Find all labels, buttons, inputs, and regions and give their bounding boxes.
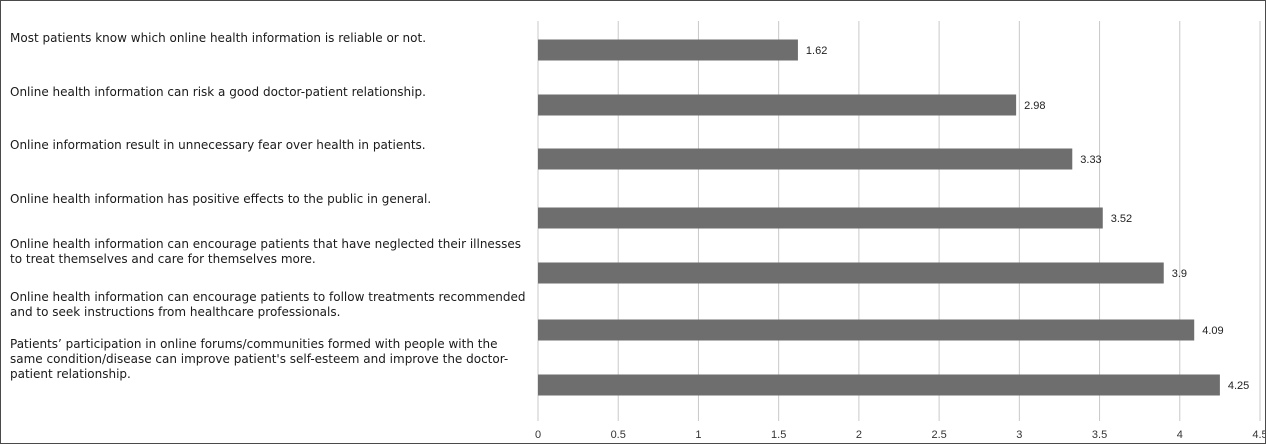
- category-label: Online health information can risk a goo…: [10, 85, 426, 99]
- x-tick-label: 2.5: [931, 429, 946, 441]
- category-label: Online health information can encourage …: [10, 290, 526, 319]
- bar: [538, 39, 798, 61]
- bar: [538, 207, 1103, 229]
- x-tick-label: 3.5: [1092, 429, 1107, 441]
- value-label: 3.52: [1111, 213, 1132, 225]
- bar: [538, 374, 1220, 396]
- x-tick-label: 3: [1016, 429, 1022, 441]
- category-label: Online health information has positive e…: [10, 192, 432, 206]
- value-label: 4.25: [1228, 380, 1249, 392]
- value-label: 2.98: [1024, 100, 1045, 112]
- x-tick-label: 4: [1177, 429, 1183, 441]
- category-label: Online information result in unnecessary…: [10, 138, 426, 152]
- category-label: Online health information can encourage …: [10, 237, 521, 266]
- x-tick-label: 0: [535, 429, 541, 441]
- bar: [538, 148, 1073, 170]
- bar: [538, 319, 1195, 341]
- bar: [538, 94, 1017, 116]
- x-tick-label: 1.5: [771, 429, 786, 441]
- value-label: 4.09: [1202, 325, 1223, 337]
- value-label: 1.62: [806, 45, 827, 57]
- value-label: 3.33: [1080, 154, 1101, 166]
- x-tick-label: 0.5: [611, 429, 626, 441]
- value-label: 3.9: [1172, 268, 1187, 280]
- category-label: Most patients know which online health i…: [10, 31, 427, 45]
- x-tick-label: 1: [695, 429, 701, 441]
- bar: [538, 262, 1164, 284]
- x-tick-label: 2: [856, 429, 862, 441]
- x-tick-label: 4.5: [1252, 429, 1265, 441]
- category-label: Patients’ participation in online forums…: [10, 337, 509, 381]
